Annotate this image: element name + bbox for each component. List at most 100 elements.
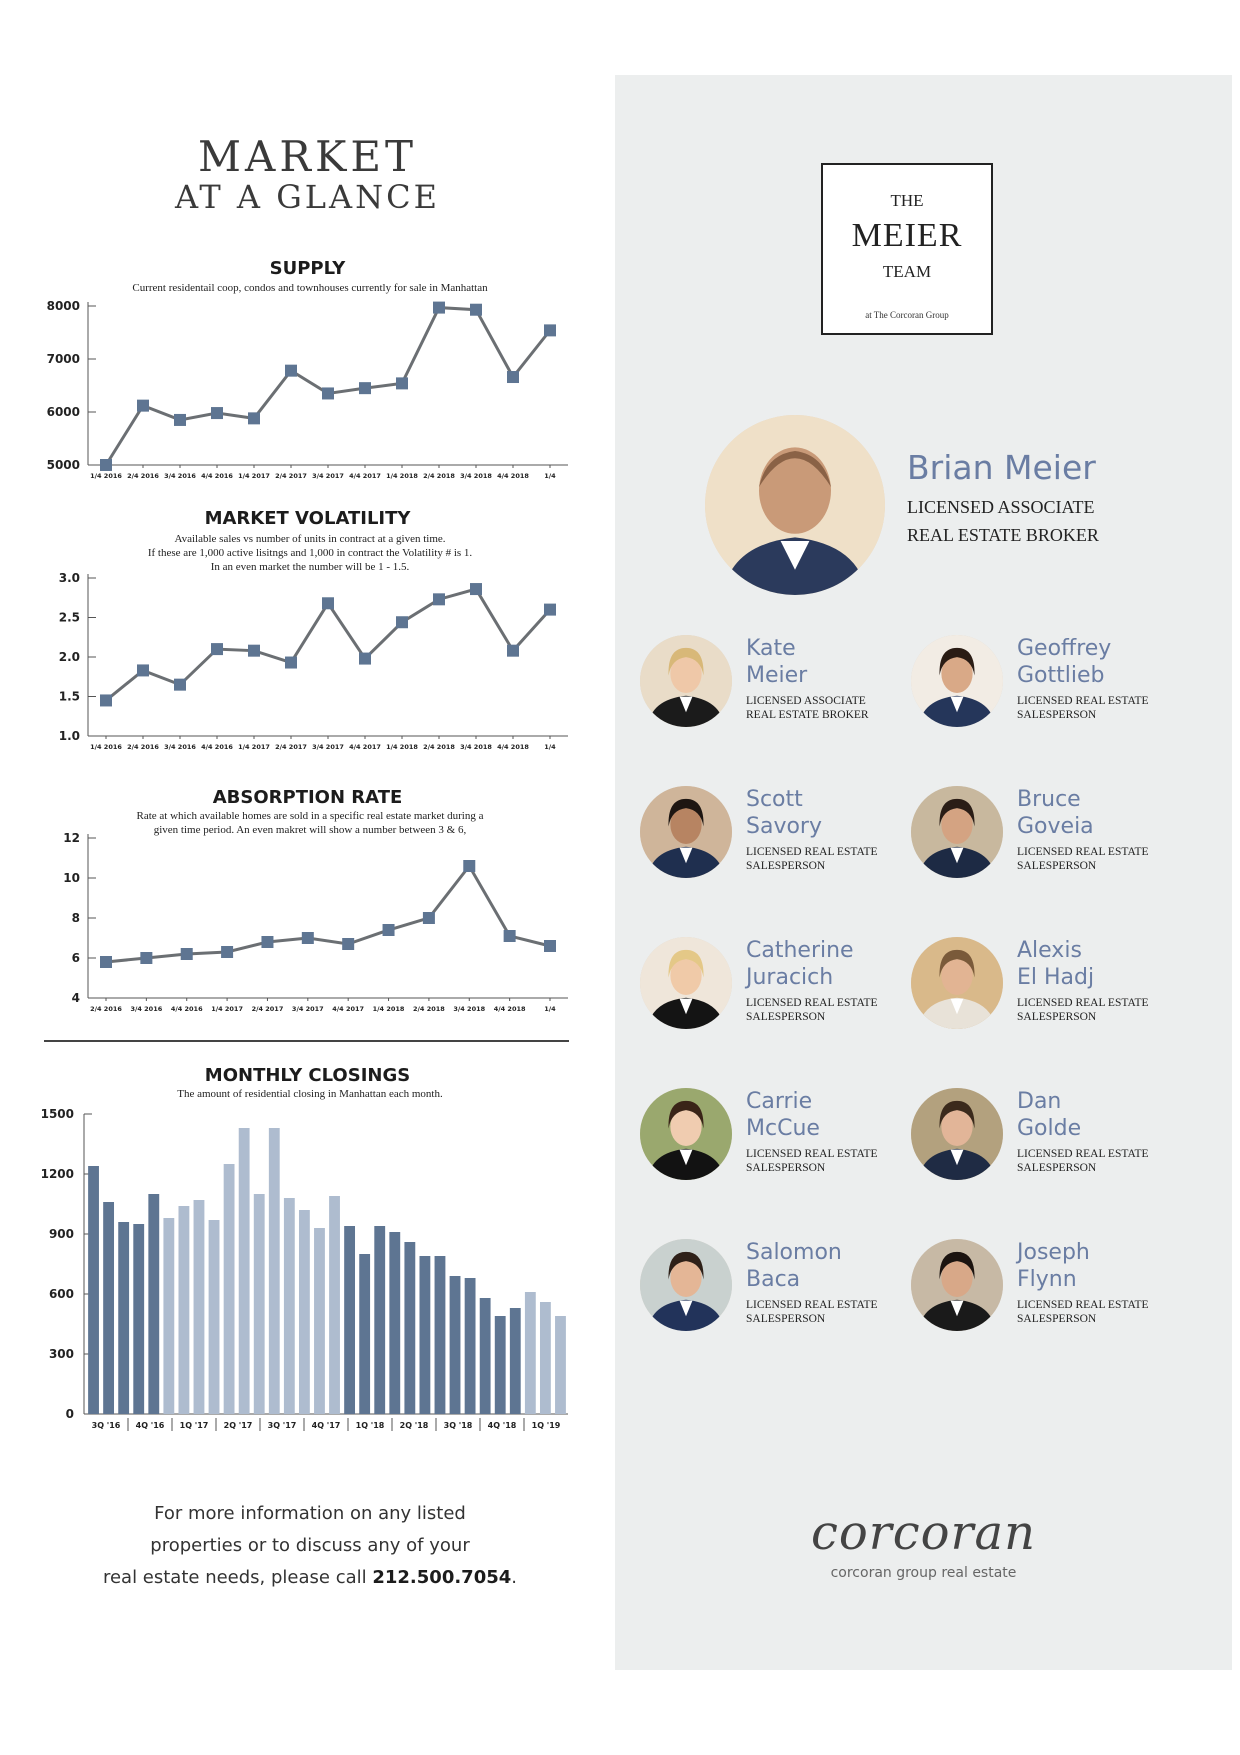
data-point [503, 930, 516, 942]
data-point [396, 377, 408, 390]
agent-title-line: LICENSED REAL ESTATE [1017, 846, 1149, 858]
data-point [174, 678, 186, 691]
agent-name: Catherine Juracich [746, 937, 854, 991]
person-icon [911, 786, 1003, 878]
lead-name: Brian Meier [907, 448, 1096, 487]
agent-title-line: SALESPERSON [746, 1162, 826, 1174]
phone-number[interactable]: 212.500.7054 [372, 1567, 512, 1588]
data-point [322, 387, 334, 400]
logo-team: TEAM [882, 262, 932, 281]
bar [419, 1256, 431, 1414]
agent-title-line: SALESPERSON [1017, 1011, 1097, 1023]
agent-first-name: Catherine [746, 938, 854, 963]
x-tick-label: 2/4 2017 [275, 743, 307, 751]
agent-first-name: Kate [746, 636, 796, 661]
y-tick-label: 6000 [47, 405, 80, 419]
lead-title-line: REAL ESTATE BROKER [907, 525, 1099, 545]
bar [555, 1316, 566, 1414]
agent-title-line: SALESPERSON [1017, 1313, 1097, 1325]
bar [193, 1200, 205, 1414]
person-icon [911, 635, 1003, 727]
data-point [100, 956, 112, 968]
agent-title: LICENSED REAL ESTATE SALESPERSON [1017, 694, 1149, 722]
data-point [382, 924, 395, 936]
person-icon [911, 1239, 1003, 1331]
x-tick-label: 4/4 2017 [349, 743, 381, 751]
agent-first-name: Salomon [746, 1240, 842, 1265]
agent-title-line: LICENSED REAL ESTATE [746, 846, 878, 858]
bar [178, 1206, 190, 1414]
contact-text: For more information on any listed prope… [60, 1498, 560, 1594]
supply-title: SUPPLY [269, 258, 346, 279]
absorption-subtitle-line: Rate at which available homes are sold i… [136, 810, 484, 822]
agent-last-name: Gottlieb [1017, 663, 1105, 688]
volatility-title: MARKET VOLATILITY [204, 508, 411, 529]
agent-title: LICENSED REAL ESTATE SALESPERSON [1017, 1298, 1149, 1326]
bar [118, 1222, 130, 1414]
agent-title-line: LICENSED REAL ESTATE [746, 1148, 878, 1160]
bar [434, 1256, 446, 1414]
contact-line: properties or to discuss any of your [150, 1535, 470, 1556]
agent-name: Geoffrey Gottlieb [1017, 635, 1111, 689]
data-point [422, 912, 435, 924]
agent-last-name: Juracich [746, 965, 834, 990]
data-point [137, 399, 149, 412]
agent-photo [640, 1088, 732, 1180]
data-point [507, 644, 519, 657]
data-point [433, 301, 445, 314]
person-icon [911, 937, 1003, 1029]
data-point [544, 940, 556, 952]
bar [148, 1194, 160, 1414]
agent-title: LICENSED REAL ESTATE SALESPERSON [746, 996, 878, 1024]
agent-title: LICENSED REAL ESTATE SALESPERSON [746, 845, 878, 873]
person-icon [911, 1088, 1003, 1180]
series-line [104, 306, 552, 466]
bar [449, 1276, 461, 1414]
agent-name: Alexis El Hadj [1017, 937, 1094, 991]
corcoran-tagline: corcoran group real estate [830, 1565, 1017, 1581]
x-tick-label: 4Q '16 [136, 1421, 165, 1430]
bar [253, 1194, 265, 1414]
logo-meier: MEIER [851, 217, 963, 254]
bar [208, 1220, 220, 1414]
bar [163, 1218, 175, 1414]
y-tick-label: 1.0 [59, 729, 80, 743]
x-tick-label: 2/4 2018 [413, 1005, 445, 1013]
x-tick-label: 2/4 2017 [275, 472, 307, 480]
data-point [285, 656, 297, 669]
bar [524, 1292, 536, 1414]
data-point [342, 938, 355, 950]
agent-photo [911, 786, 1003, 878]
agent-photo [640, 937, 732, 1029]
bar [238, 1128, 250, 1414]
bar [509, 1308, 521, 1414]
x-tick-label: 3Q '18 [444, 1421, 473, 1430]
volatility-subtitle-line: In an even market the number will be 1 -… [210, 561, 410, 573]
lead-photo [705, 415, 885, 595]
market-column: MARKET AT A GLANCE SUPPLY Current reside… [0, 0, 615, 1755]
agent-last-name: Flynn [1017, 1267, 1077, 1292]
agent-first-name: Bruce [1017, 787, 1081, 812]
supply-subtitle: Current residentail coop, condos and tow… [132, 282, 488, 294]
y-tick-label: 12 [63, 831, 80, 845]
absorption-subtitle-line: given time period. An even makret will s… [153, 824, 467, 836]
divider [44, 1040, 569, 1042]
lead-title: LICENSED ASSOCIATE REAL ESTATE BROKER [907, 493, 1099, 549]
data-point [544, 603, 556, 616]
bar [389, 1232, 401, 1414]
x-tick-label: 3Q '17 [268, 1421, 297, 1430]
volatility-chart: 1.0 1.5 2.0 2.5 3.0 1/4 2016 2/4 2016 3/4 2016 4… [59, 571, 568, 751]
corcoran-logo: corcoran [811, 1505, 1036, 1561]
x-tick-label: 3/4 2016 [130, 1005, 162, 1013]
y-tick-label: 0 [66, 1407, 74, 1421]
data-point [137, 664, 149, 677]
contact-line: For more information on any listed [154, 1503, 466, 1524]
data-point [174, 413, 186, 426]
y-tick-label: 1500 [41, 1107, 74, 1121]
agent-title-line: LICENSED REAL ESTATE [1017, 997, 1149, 1009]
agent-photo [911, 937, 1003, 1029]
person-icon [640, 937, 732, 1029]
agent-last-name: Goveia [1017, 814, 1094, 839]
bar [404, 1242, 416, 1414]
data-point [211, 643, 223, 656]
